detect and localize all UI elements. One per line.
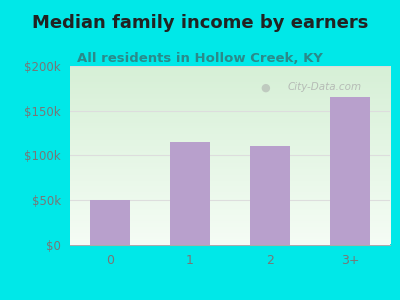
Bar: [330, 97, 370, 244]
Bar: [250, 146, 290, 244]
Text: ●: ●: [260, 82, 270, 92]
Bar: [170, 142, 210, 244]
Bar: [90, 200, 130, 244]
Text: Median family income by earners: Median family income by earners: [32, 14, 368, 32]
Text: City-Data.com: City-Data.com: [288, 82, 362, 92]
Text: All residents in Hollow Creek, KY: All residents in Hollow Creek, KY: [77, 52, 323, 65]
